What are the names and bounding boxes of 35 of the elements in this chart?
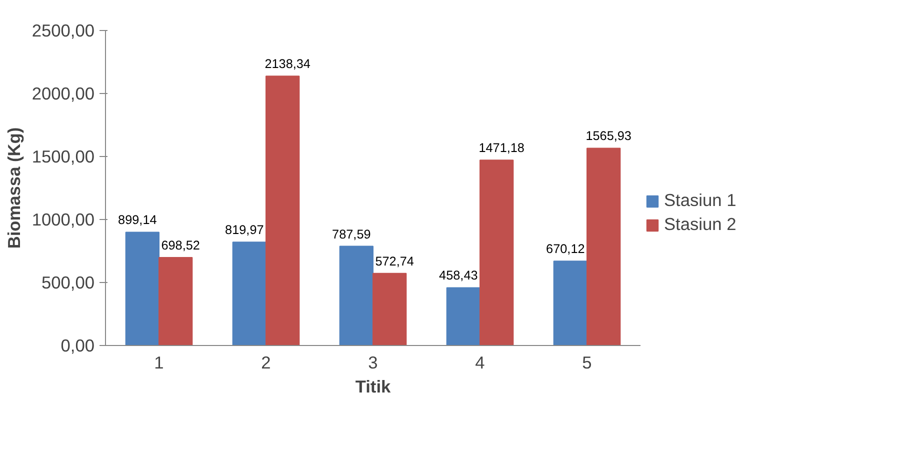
legend-label: Stasiun 1 xyxy=(664,190,736,211)
y-axis-title: Biomassa (Kg) xyxy=(4,127,24,249)
y-tick-label: 1000,00 xyxy=(32,210,95,230)
bar xyxy=(158,256,193,346)
bar xyxy=(266,76,300,346)
data-label: 572,74 xyxy=(375,254,414,268)
data-label: 819,97 xyxy=(225,223,264,238)
data-label: 698,52 xyxy=(161,238,200,252)
x-tick-label: 4 xyxy=(475,352,486,372)
data-label: 670,12 xyxy=(546,242,585,256)
x-tick-label: 2 xyxy=(261,352,271,372)
data-label: 787,59 xyxy=(332,227,371,242)
y-tick-label: 0,00 xyxy=(60,336,95,356)
y-tick-label: 2500,00 xyxy=(32,20,95,40)
data-label: 899,14 xyxy=(118,213,157,228)
bar xyxy=(446,287,480,346)
data-label: 458,43 xyxy=(439,268,478,283)
bar xyxy=(232,242,266,346)
data-label: 2138,34 xyxy=(264,57,310,72)
x-tick-label: 1 xyxy=(154,352,164,372)
bar xyxy=(553,260,588,346)
data-label: 1565,93 xyxy=(586,129,632,144)
x-tick-label: 3 xyxy=(368,352,378,372)
bar xyxy=(339,246,374,346)
bar xyxy=(372,272,407,346)
legend-label: Stasiun 2 xyxy=(664,214,736,235)
bar xyxy=(480,160,514,346)
x-axis-title: Titik xyxy=(355,376,392,396)
y-tick-label: 2000,00 xyxy=(32,84,95,104)
y-tick-label: 1500,00 xyxy=(32,146,95,166)
bar xyxy=(586,148,621,346)
bar xyxy=(125,232,160,346)
x-tick-label: 5 xyxy=(582,352,592,372)
y-tick-label: 500,00 xyxy=(42,272,94,292)
data-label: 1471,18 xyxy=(478,141,524,156)
